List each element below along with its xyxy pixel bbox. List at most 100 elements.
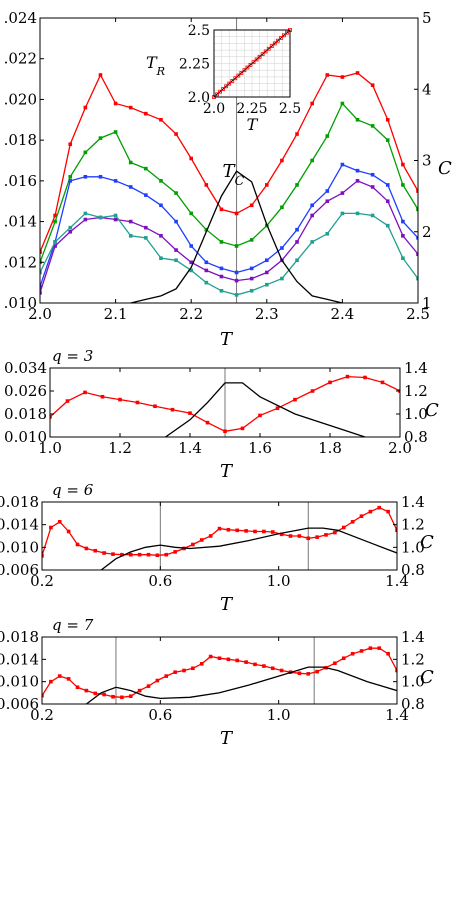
series-1-point-35 <box>341 656 346 661</box>
series-2-point-13 <box>219 240 224 244</box>
y-right-tick-label: 1.0 <box>401 673 425 691</box>
series-2-point-9 <box>159 179 163 183</box>
series-1-point-18 <box>345 374 350 379</box>
series-2-point-7 <box>128 160 133 165</box>
series-1-point-40 <box>386 509 390 514</box>
y-right-tick-label: 5 <box>422 9 432 27</box>
series-1-point-27 <box>270 530 275 534</box>
series-3-point-17 <box>280 246 284 250</box>
x-tick-label: 1.4 <box>385 572 409 590</box>
inset-x-tick-label: 2.25 <box>236 101 267 117</box>
series-1-point-12 <box>137 552 142 557</box>
x-tick-label: 0.6 <box>148 706 172 724</box>
plot-area <box>50 374 400 437</box>
series-1-point-14 <box>155 553 160 558</box>
series-1-point-16 <box>173 670 177 674</box>
series-5-point-1 <box>40 270 42 275</box>
series-1-point-19 <box>199 538 204 542</box>
y-left-tick-label: .010 <box>4 294 37 312</box>
y-right-tick-label: 1.4 <box>401 493 425 511</box>
series-5-point-5 <box>98 215 103 220</box>
series-4-point-26 <box>416 252 418 256</box>
series-5-point-15 <box>249 288 254 293</box>
series-5-point-20 <box>325 231 330 236</box>
series-2-point-6 <box>113 130 118 134</box>
series-1-point-26 <box>416 189 418 193</box>
y-left-tick-label: 0.006 <box>0 695 39 713</box>
series-1-point-28 <box>279 532 284 537</box>
y-left-tick-label: 0.018 <box>0 493 39 511</box>
series-4-point-9 <box>159 234 163 238</box>
inset-point-14 <box>251 60 256 65</box>
x-tick-label: 2.2 <box>179 305 203 323</box>
series-1-point-11 <box>128 694 133 698</box>
series-1-point-31 <box>306 536 311 541</box>
series-1-point-7 <box>93 691 98 696</box>
series-1-point-10 <box>174 132 178 136</box>
y-right-tick-label: 0.8 <box>401 561 425 579</box>
series-2-point-15 <box>249 238 254 242</box>
series-1-point-12 <box>137 688 142 693</box>
series-4-point-12 <box>204 268 209 273</box>
series-1-point-10 <box>205 420 210 425</box>
inset-point-19 <box>266 46 271 51</box>
series-1-point-32 <box>315 669 319 674</box>
y-left-tick-label: 0.014 <box>0 516 39 534</box>
series-1-point-19 <box>310 101 314 106</box>
series-1-point-29 <box>288 534 293 538</box>
series-1-point-5 <box>75 685 80 690</box>
series-1-point-14 <box>155 678 160 683</box>
x-tick-label: 0.2 <box>30 572 54 590</box>
series-4-point-20 <box>325 199 330 204</box>
inset-x-axis-label: T <box>247 115 259 134</box>
series-4-point-24 <box>385 199 390 204</box>
series-1-point-4 <box>66 529 71 534</box>
y-right-tick-label: 1.0 <box>401 538 425 556</box>
series-1-point-27 <box>270 666 275 671</box>
series-1-point-36 <box>350 651 355 656</box>
series-1-point-3 <box>57 520 62 524</box>
series-5-point-12 <box>204 280 209 285</box>
series-line-2 <box>40 102 418 263</box>
series-1-point-41 <box>395 668 397 673</box>
y-left-tick-label: 0.010 <box>4 428 47 446</box>
series-1-point-26 <box>262 664 266 668</box>
panel-2: 1.0 1.2 1.4 1.6 1.8 2.0 0.010 0.018 0.026 0.034 0.… <box>4 347 439 482</box>
inset-point-8 <box>233 76 238 81</box>
series-3-point-3 <box>68 179 73 183</box>
series-5-point-23 <box>370 213 375 218</box>
series-1-point-34 <box>333 530 337 535</box>
series-2-point-14 <box>234 244 239 248</box>
series-1-point-7 <box>128 105 133 110</box>
series-3-point-19 <box>310 203 314 208</box>
series-1-point-6 <box>113 101 118 106</box>
series-1-point-37 <box>359 514 364 518</box>
series-1-point-1 <box>42 554 44 558</box>
series-1-point-13 <box>146 684 151 688</box>
series-5-point-26 <box>416 276 418 281</box>
series-5-point-17 <box>280 276 284 281</box>
x-tick-label: 1.2 <box>108 439 132 457</box>
series-1-point-6 <box>135 400 140 405</box>
series-1-point-15 <box>293 397 297 402</box>
series-1-point-17 <box>280 158 284 163</box>
series-1-point-16 <box>173 550 177 554</box>
series-5-point-19 <box>310 240 314 244</box>
x-tick-label: 2.0 <box>388 439 412 457</box>
plot-frame <box>49 367 401 438</box>
y-right-tick-label: 1.4 <box>401 628 425 646</box>
series-2-point-19 <box>310 158 314 163</box>
y-left-tick-label: .016 <box>4 172 37 190</box>
series-1-point-8 <box>102 551 106 555</box>
series-1-point-19 <box>199 662 204 666</box>
series-1-point-37 <box>359 649 364 653</box>
series-1-point-11 <box>128 552 133 557</box>
series-4-point-19 <box>310 213 314 218</box>
series-1-point-24 <box>244 529 248 533</box>
series-1-point-32 <box>315 535 319 539</box>
series-5-point-6 <box>113 213 118 218</box>
series-4-point-16 <box>265 270 269 275</box>
series-1-point-4 <box>83 105 88 110</box>
y-right-tick-label: 1.4 <box>404 359 428 377</box>
